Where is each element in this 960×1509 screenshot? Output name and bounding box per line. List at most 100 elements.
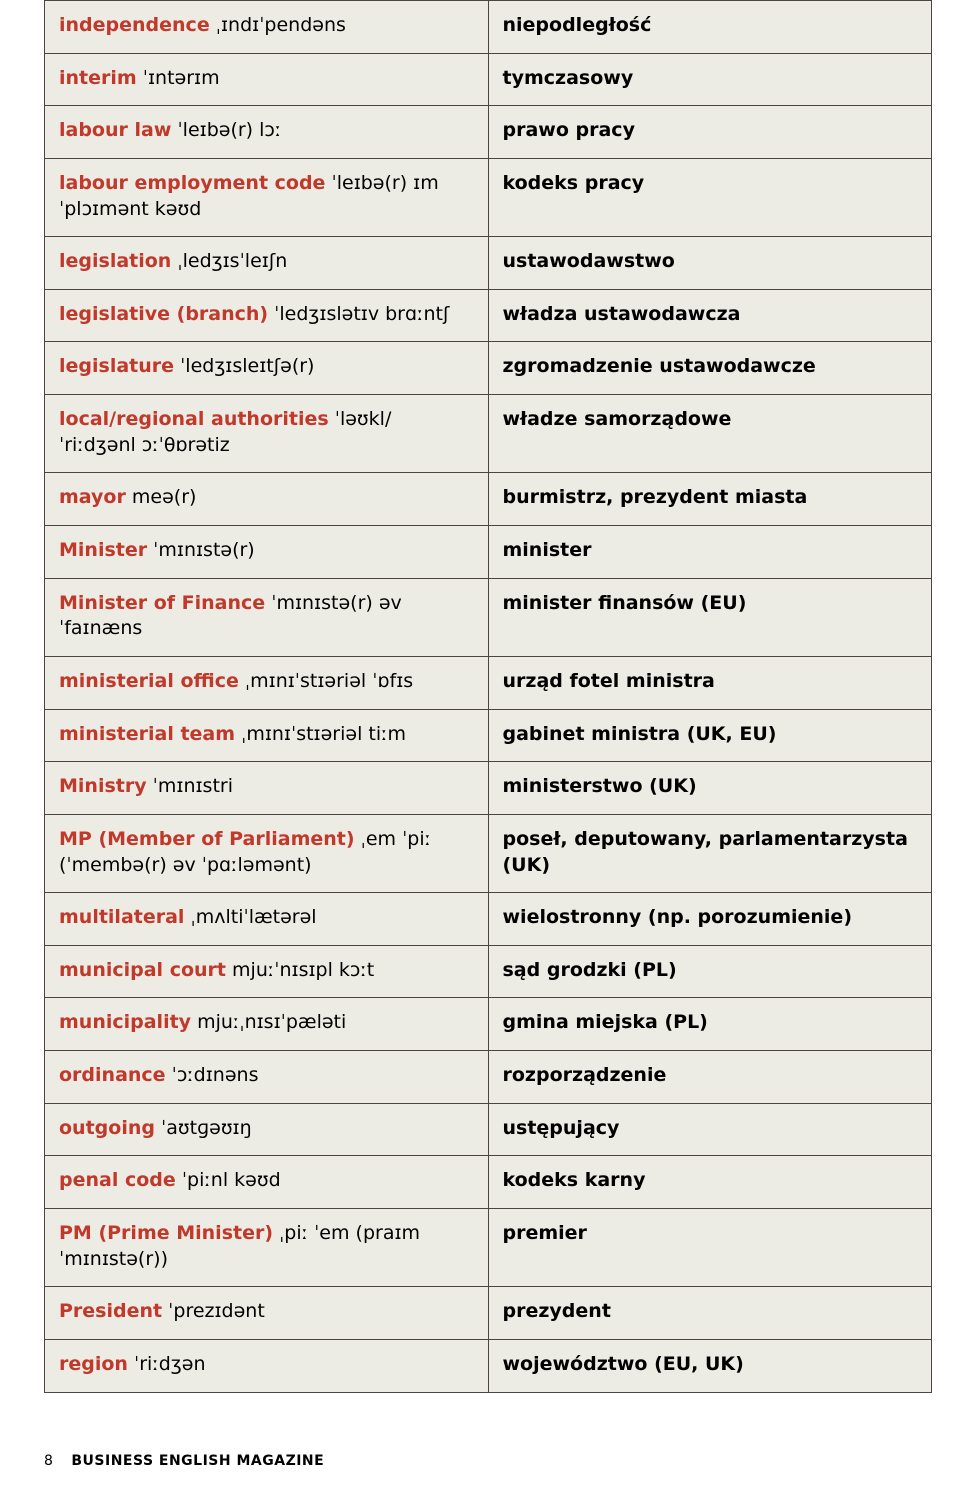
table-row: MP (Member of Parliament) ˌem ˈpiː (ˈmem… — [45, 814, 932, 892]
definition-cell: województwo (EU, UK) — [488, 1339, 932, 1392]
table-row: outgoing ˈaʊtɡəʊɪŋ ustępujący — [45, 1103, 932, 1156]
definition-cell: niepodległość — [488, 1, 932, 54]
term: legislation — [59, 250, 171, 272]
table-row: PM (Prime Minister) ˌpiː ˈem (praɪm ˈmɪn… — [45, 1209, 932, 1287]
table-row: multilateral ˌmʌltiˈlætərəlwielostronny … — [45, 893, 932, 946]
ipa: ˈleɪbə(r) lɔː — [177, 119, 281, 141]
magazine-name: BUSINESS ENGLISH MAGAZINE — [71, 1453, 324, 1469]
term: outgoing — [59, 1117, 155, 1139]
ipa: meə(r) — [132, 486, 197, 508]
term: mayor — [59, 486, 126, 508]
definition-cell: burmistrz, prezydent miasta — [488, 473, 932, 526]
definition-cell: zgromadzenie ustawodawcze — [488, 342, 932, 395]
definition-cell: tymczasowy — [488, 53, 932, 106]
term: PM (Prime Minister) — [59, 1222, 273, 1244]
term-cell: independence ˌɪndɪˈpendəns — [45, 1, 489, 54]
page-footer: 8 BUSINESS ENGLISH MAGAZINE — [44, 1453, 932, 1469]
term-cell: legislation ˌledʒɪsˈleɪʃn — [45, 237, 489, 290]
term: region — [59, 1353, 128, 1375]
term: MP (Member of Parliament) — [59, 828, 355, 850]
ipa: mjuːˌnɪsɪˈpæləti — [197, 1011, 346, 1033]
table-row: independence ˌɪndɪˈpendənsniepodległość — [45, 1, 932, 54]
term-cell: labour law ˈleɪbə(r) lɔː — [45, 106, 489, 159]
table-row: interim ˈɪntərɪmtymczasowy — [45, 53, 932, 106]
term: Minister — [59, 539, 147, 561]
definition-cell: gmina miejska (PL) — [488, 998, 932, 1051]
ipa: ˌmʌltiˈlætərəl — [191, 906, 317, 928]
term: ministerial team — [59, 723, 235, 745]
definition-cell: wielostronny (np. porozumienie) — [488, 893, 932, 946]
definition-cell: urząd fotel ministra — [488, 656, 932, 709]
definition-cell: ministerstwo (UK) — [488, 762, 932, 815]
term-cell: municipal court mjuːˈnɪsɪpl kɔːt — [45, 945, 489, 998]
definition-cell: rozporządzenie — [488, 1051, 932, 1104]
definition-cell: sąd grodzki (PL) — [488, 945, 932, 998]
term: legislative (branch) — [59, 303, 268, 325]
table-row: mayor meə(r) burmistrz, prezydent miasta — [45, 473, 932, 526]
term-cell: ministerial team ˌmɪnɪˈstɪəriəl tiːm — [45, 709, 489, 762]
definition-cell: ustawodawstwo — [488, 237, 932, 290]
ipa: ˈɪntərɪm — [143, 67, 220, 89]
definition-cell: prawo pracy — [488, 106, 932, 159]
term: Minister of Finance — [59, 592, 265, 614]
term: local/regional authorities — [59, 408, 329, 430]
ipa: ˈledʒɪslətɪv brɑːntʃ — [274, 303, 449, 325]
term: legislature — [59, 355, 174, 377]
term: ordinance — [59, 1064, 166, 1086]
ipa: ˈmɪnɪstri — [153, 775, 233, 797]
table-row: ministerial team ˌmɪnɪˈstɪəriəl tiːmgabi… — [45, 709, 932, 762]
term-cell: region ˈriːdʒən — [45, 1339, 489, 1392]
term: labour law — [59, 119, 171, 141]
definition-cell: władza ustawodawcza — [488, 289, 932, 342]
term: ministerial office — [59, 670, 239, 692]
term-cell: labour employment code ˈleɪbə(r) ɪmˈplɔɪ… — [45, 158, 489, 236]
term-cell: PM (Prime Minister) ˌpiː ˈem (praɪm ˈmɪn… — [45, 1209, 489, 1287]
table-row: Minister ˈmɪnɪstə(r)minister — [45, 526, 932, 579]
term-cell: multilateral ˌmʌltiˈlætərəl — [45, 893, 489, 946]
definition-cell: minister — [488, 526, 932, 579]
term: Ministry — [59, 775, 147, 797]
table-row: local/regional authorities ˈləʊkl/ ˈriːd… — [45, 395, 932, 473]
table-row: Minister of Finance ˈmɪnɪstə(r) əv ˈfaɪn… — [45, 578, 932, 656]
table-row: Ministry ˈmɪnɪstri ministerstwo (UK) — [45, 762, 932, 815]
table-row: penal code ˈpiːnl kəʊdkodeks karny — [45, 1156, 932, 1209]
table-row: labour law ˈleɪbə(r) lɔːprawo pracy — [45, 106, 932, 159]
ipa: ˌledʒɪsˈleɪʃn — [177, 250, 287, 272]
term-cell: MP (Member of Parliament) ˌem ˈpiː (ˈmem… — [45, 814, 489, 892]
glossary-table: independence ˌɪndɪˈpendənsniepodległośći… — [44, 0, 932, 1393]
definition-cell: gabinet ministra (UK, EU) — [488, 709, 932, 762]
definition-cell: władze samorządowe — [488, 395, 932, 473]
definition-cell: kodeks karny — [488, 1156, 932, 1209]
table-row: legislative (branch) ˈledʒɪslətɪv brɑːnt… — [45, 289, 932, 342]
table-row: municipality mjuːˌnɪsɪˈpælətigmina miejs… — [45, 998, 932, 1051]
table-row: President ˈprezɪdəntprezydent — [45, 1287, 932, 1340]
definition-cell: ustępujący — [488, 1103, 932, 1156]
term-cell: President ˈprezɪdənt — [45, 1287, 489, 1340]
definition-cell: premier — [488, 1209, 932, 1287]
term: labour employment code — [59, 172, 325, 194]
ipa: ˌɪndɪˈpendəns — [216, 14, 346, 36]
table-row: legislation ˌledʒɪsˈleɪʃnustawodawstwo — [45, 237, 932, 290]
term: municipal court — [59, 959, 226, 981]
table-row: ministerial office ˌmɪnɪˈstɪəriəl ˈɒfɪsu… — [45, 656, 932, 709]
ipa: ˈaʊtɡəʊɪŋ — [161, 1117, 252, 1139]
definition-cell: poseł, deputowany, parlamentarzysta (UK) — [488, 814, 932, 892]
ipa: ˈprezɪdənt — [168, 1300, 265, 1322]
term: penal code — [59, 1169, 176, 1191]
table-row: labour employment code ˈleɪbə(r) ɪmˈplɔɪ… — [45, 158, 932, 236]
term-cell: interim ˈɪntərɪm — [45, 53, 489, 106]
ipa: ˈriːdʒən — [134, 1353, 205, 1375]
term: President — [59, 1300, 162, 1322]
ipa: ˌmɪnɪˈstɪəriəl ˈɒfɪs — [245, 670, 413, 692]
ipa: ˌmɪnɪˈstɪəriəl tiːm — [241, 723, 406, 745]
table-row: municipal court mjuːˈnɪsɪpl kɔːtsąd grod… — [45, 945, 932, 998]
term-cell: ordinance ˈɔːdɪnəns — [45, 1051, 489, 1104]
term-cell: Minister ˈmɪnɪstə(r) — [45, 526, 489, 579]
term-cell: Minister of Finance ˈmɪnɪstə(r) əv ˈfaɪn… — [45, 578, 489, 656]
definition-cell: prezydent — [488, 1287, 932, 1340]
term-cell: penal code ˈpiːnl kəʊd — [45, 1156, 489, 1209]
term: interim — [59, 67, 137, 89]
page-number: 8 — [44, 1453, 53, 1469]
term-cell: ministerial office ˌmɪnɪˈstɪəriəl ˈɒfɪs — [45, 656, 489, 709]
term-cell: municipality mjuːˌnɪsɪˈpæləti — [45, 998, 489, 1051]
